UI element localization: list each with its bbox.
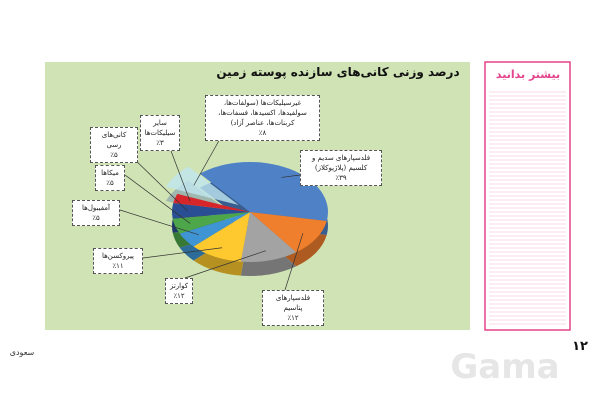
pie-slice [240,212,297,262]
slice-label: غیرسیلیکات‌ها (سولفات‌ها، سولفیدها، اکسی… [205,95,320,141]
pie-slice [199,161,328,222]
slice-value: ٪۳ [156,139,164,147]
pie-slice [172,202,250,219]
slice-value: ٪۳۹ [335,174,347,182]
slice-label: پیروکسن‌ها ٪۱۱ [93,248,143,274]
leader-line [119,209,199,236]
slice-label: میکاها ٪۵ [95,165,125,191]
chart-title: درصد وزنی کانی‌های سازنده پوسته زمین [216,65,459,80]
leader-line [142,247,223,259]
slice-value: ٪۱۱ [112,262,124,270]
slice-name: آمفیبول‌ها [82,204,110,212]
pie-slice [193,212,250,262]
slice-label: فلدسپارهای سدیم و کلسیم (پلاژیوکلاز) ٪۳۹ [300,150,382,186]
pie-slice [172,212,250,234]
slice-value: ٪۵ [110,151,118,159]
slice-value: ٪۵ [106,179,114,187]
slice-label: سایر سیلیکات‌ها ٪۳ [140,115,180,151]
leader-line [124,174,191,224]
sidebar-rules [489,91,566,325]
signature: سعودی [10,348,35,357]
slice-name: میکاها [101,169,119,177]
pie-slice [250,212,327,253]
slice-name: سایر سیلیکات‌ها [144,119,176,137]
slice-label: آمفیبول‌ها ٪۵ [72,200,120,226]
slice-name: فلدسپارهای سدیم و کلسیم (پلاژیوکلاز) [311,154,371,172]
slice-label: کوارتز ٪۱۲ [165,278,193,304]
pie-slice [165,166,239,206]
slice-name: کوارتز [169,282,189,290]
slice-value: ٪۱۲ [173,292,185,300]
slice-name: پیروکسن‌ها [101,252,135,260]
slice-value: ٪۱۲ [287,314,299,322]
slice-label: فلدسپارهای پتاسیم ٪۱۲ [262,290,324,326]
slice-value: ٪۸ [258,129,267,137]
slice-value: ٪۵ [92,214,100,222]
slice-name: فلدسپارهای پتاسیم [275,294,311,312]
slice-label: کانی‌های رسی ٪۵ [90,127,138,163]
sidebar-title: بیشتر بدانید [496,68,560,81]
watermark: Gama [450,347,559,387]
pie-slice [179,212,250,247]
leader-line [281,174,301,178]
page-number: ۱۲ [572,339,588,354]
slice-name: غیرسیلیکات‌ها (سولفات‌ها، سولفیدها، اکسی… [218,99,307,127]
leader-line [284,233,304,291]
pie-slice [173,193,250,212]
leader-line [184,250,267,279]
slice-name: کانی‌های رسی [101,131,127,149]
